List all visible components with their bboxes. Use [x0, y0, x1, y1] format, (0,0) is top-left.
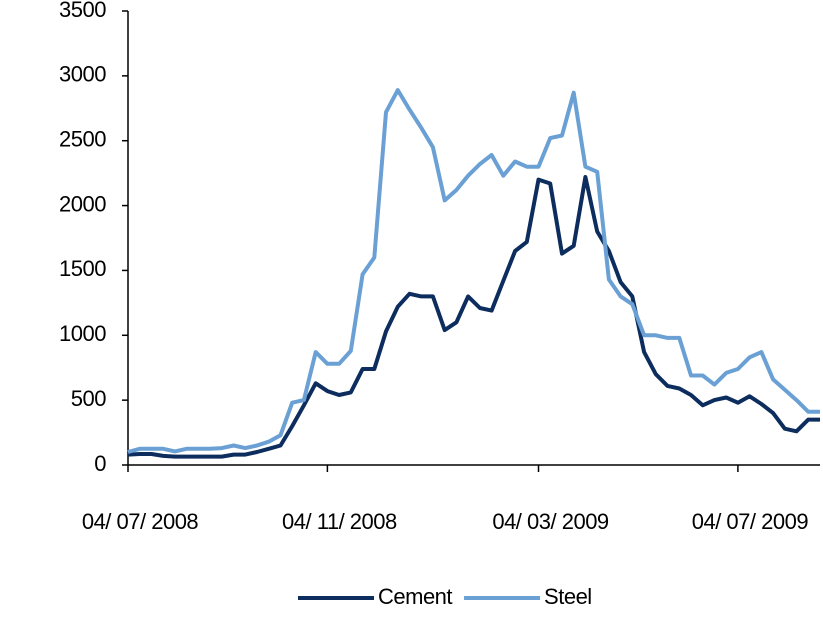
y-tick-label: 1000 — [59, 321, 106, 346]
line-series — [127, 88, 820, 454]
legend-label: Cement — [378, 584, 452, 609]
y-tick-label: 0 — [94, 451, 106, 476]
y-tick-label: 500 — [71, 386, 106, 411]
y-tick-label: 2000 — [59, 191, 106, 216]
x-tick-label: 04/ 03/ 2009 — [492, 509, 609, 534]
line-series — [127, 175, 820, 459]
y-tick-label: 1500 — [59, 256, 106, 281]
x-tick-label: 04/ 07/ 2009 — [692, 509, 809, 534]
y-tick-label: 3000 — [59, 62, 106, 87]
legend-label: Steel — [544, 584, 592, 609]
y-tick-label: 2500 — [59, 127, 106, 152]
x-tick-label: 04/ 07/ 2008 — [82, 509, 199, 534]
y-tick-label: 3500 — [59, 0, 106, 22]
x-tick-label: 04/ 11/ 2008 — [282, 509, 397, 534]
